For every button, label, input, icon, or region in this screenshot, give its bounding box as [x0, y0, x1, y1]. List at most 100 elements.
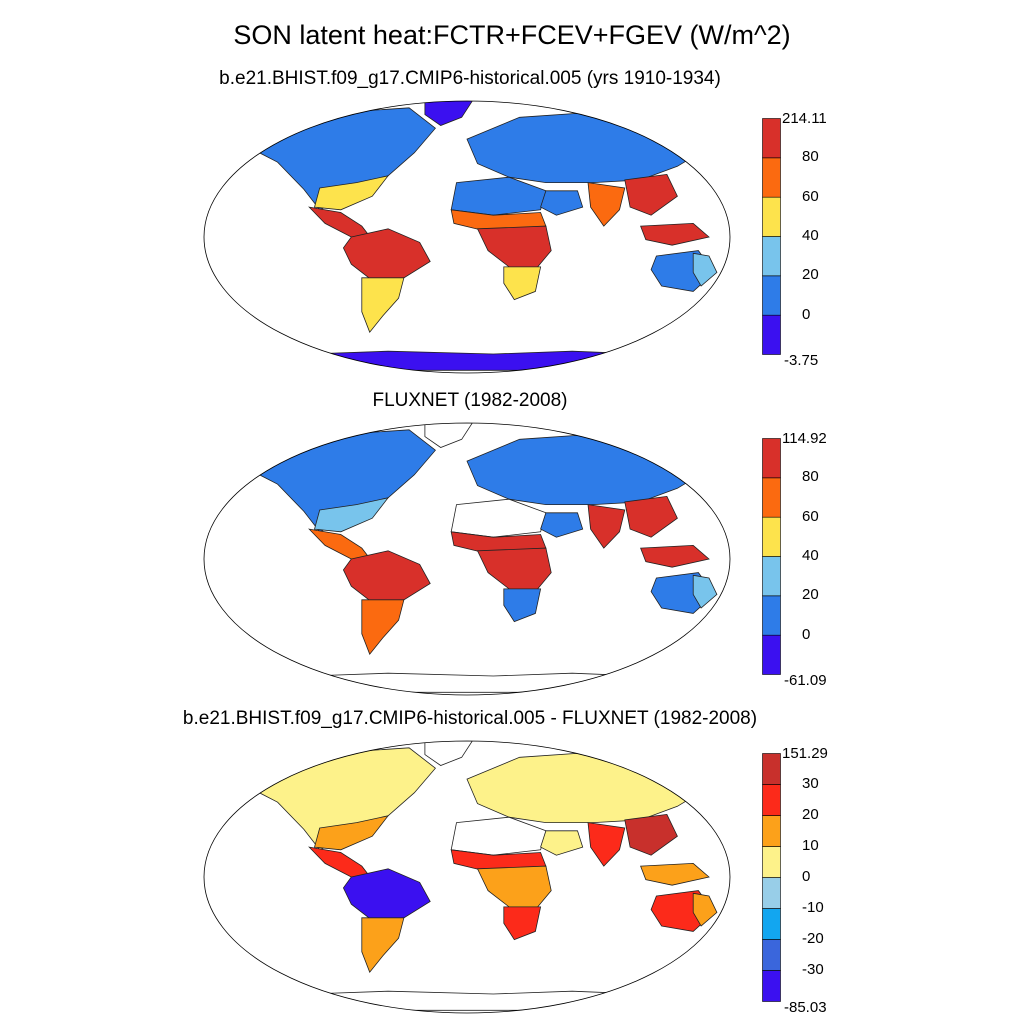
colorbar-swatch [762, 784, 781, 816]
region-australia-east [692, 574, 718, 609]
region-india [587, 504, 626, 549]
colorbar-swatch [762, 275, 781, 316]
region-india [587, 822, 626, 867]
colorbar-swatch [762, 556, 781, 597]
colorbar-label: 0 [802, 868, 811, 885]
region-greenland [424, 741, 474, 766]
region-central-africa [476, 865, 552, 911]
map-border [203, 100, 731, 374]
colorbar-obs [762, 438, 781, 675]
colorbar-swatch [762, 877, 781, 909]
panel-title-model: b.e21.BHIST.f09_g17.CMIP6-historical.005… [219, 68, 721, 89]
region-amazon [342, 228, 431, 281]
colorbar-label: 60 [802, 187, 819, 205]
colorbar-swatch [762, 595, 781, 636]
colorbar-label: 0 [802, 305, 811, 323]
region-us-east [313, 497, 390, 533]
colorbar-label: 214.11 [782, 110, 827, 127]
colorbar-swatch [762, 314, 781, 355]
region-indonesia [640, 544, 710, 568]
colorbar-label: 20 [802, 586, 819, 604]
region-indonesia [640, 222, 710, 246]
colorbar-swatch [762, 970, 781, 1002]
region-antarctica [309, 672, 641, 693]
colorbar-label: 114.92 [782, 430, 827, 447]
region-arabia [540, 830, 584, 856]
colorbar-label: 80 [802, 148, 819, 166]
colorbar-label: 80 [802, 468, 819, 486]
region-europe-asia [466, 751, 710, 823]
region-sahara [450, 816, 547, 856]
colorbar-swatch [762, 939, 781, 971]
colorbar-label: -3.75 [784, 352, 819, 369]
region-australia [650, 890, 715, 932]
region-south-africa [503, 906, 542, 941]
region-sahara [450, 176, 547, 216]
panel-title-diff: b.e21.BHIST.f09_g17.CMIP6-historical.005… [182, 708, 758, 729]
region-southeast-asia [624, 173, 678, 216]
colorbar-label: -85.03 [784, 999, 827, 1016]
colorbar-swatch [762, 634, 781, 675]
region-arabia [540, 512, 584, 538]
region-southeast-asia [624, 495, 678, 538]
region-south-africa [503, 588, 542, 623]
region-sahel [450, 849, 547, 873]
colorbar-label: 10 [802, 837, 819, 854]
region-greenland [424, 101, 474, 126]
region-central-africa [476, 225, 552, 271]
colorbar-swatch [762, 846, 781, 878]
figure-title: SON latent heat:FCTR+FCEV+FGEV (W/m^2) [233, 20, 791, 50]
colorbar-swatch [762, 516, 781, 557]
region-north-america [250, 747, 436, 851]
region-south-africa [503, 266, 542, 301]
colorbar-label: -30 [802, 961, 824, 978]
region-amazon [342, 868, 431, 921]
region-sahel [450, 531, 547, 555]
colorbar-label: 40 [802, 547, 819, 564]
region-south-america-south [361, 599, 405, 655]
region-europe-asia [466, 111, 710, 184]
colorbar-swatch [762, 438, 781, 479]
region-indonesia [640, 862, 710, 886]
colorbar-swatch [762, 908, 781, 940]
colorbar-label: 20 [802, 806, 819, 823]
region-sahel [450, 209, 547, 233]
region-central-america [308, 846, 374, 881]
colorbar-label: -20 [802, 930, 824, 947]
panel-title-obs: FLUXNET (1982-2008) [372, 390, 568, 411]
colorbar-label: 20 [802, 266, 819, 284]
colorbar-label: 30 [802, 775, 819, 792]
region-south-america-south [361, 277, 405, 333]
colorbar-diff [762, 753, 781, 1002]
colorbar-swatch [762, 477, 781, 518]
region-central-america [308, 206, 374, 241]
colorbar-label: 0 [802, 625, 811, 643]
colorbar-swatch [762, 753, 781, 785]
region-australia [650, 572, 715, 614]
region-greenland [424, 423, 474, 448]
region-north-america [250, 107, 436, 211]
region-central-africa [476, 547, 552, 593]
region-antarctica [309, 990, 641, 1011]
region-india [587, 182, 626, 227]
region-us-east [313, 815, 390, 851]
region-north-america [250, 429, 436, 533]
region-australia [650, 250, 715, 292]
colorbar-swatch [762, 236, 781, 277]
region-us-east [313, 175, 390, 211]
region-europe-asia [466, 433, 710, 506]
region-south-america-south [361, 917, 405, 973]
region-southeast-asia [624, 813, 678, 856]
map-border [203, 740, 731, 1014]
region-central-america [308, 528, 374, 563]
colorbar-label: 60 [802, 507, 819, 525]
region-australia-east [692, 252, 718, 287]
region-australia-east [692, 892, 718, 927]
map-border [203, 422, 731, 696]
colorbar-label: 151.29 [782, 745, 828, 762]
region-antarctica [309, 350, 641, 371]
colorbar-swatch [762, 118, 781, 159]
